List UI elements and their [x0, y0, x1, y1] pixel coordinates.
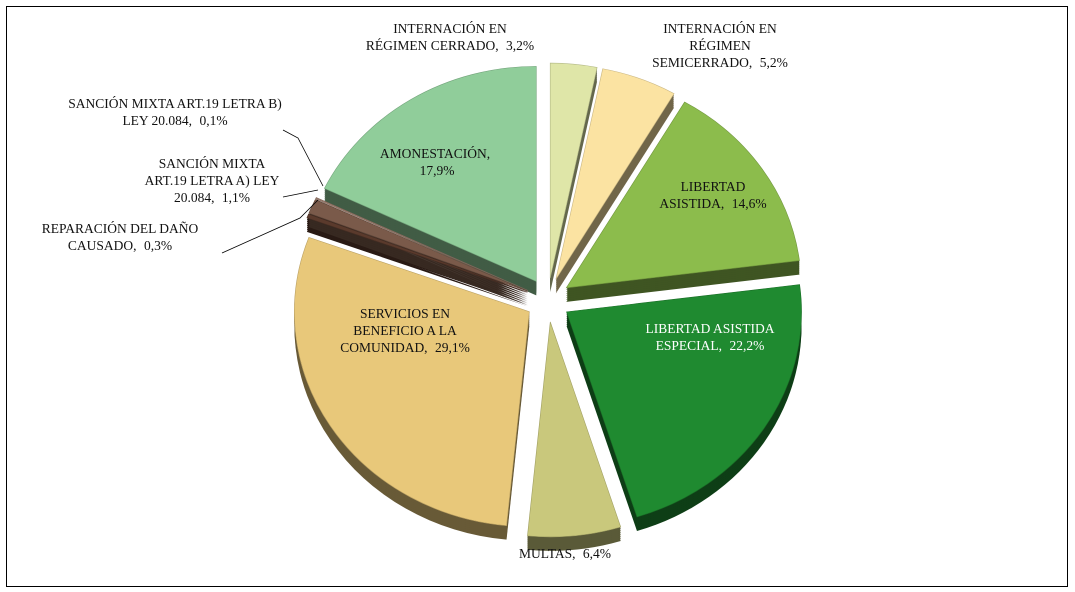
category-label: SANCIÓN MIXTA ART.19 LETRA A) LEY 20.084… [144, 156, 280, 205]
slice [294, 236, 530, 526]
data-label: MULTAS, 6,4% [485, 545, 645, 562]
data-label: INTERNACIÓN EN RÉGIMEN CERRADO, 3,2% [365, 20, 535, 54]
category-label: INTERNACIÓN EN RÉGIMEN SEMICERRADO, [652, 21, 777, 70]
chart-border [6, 6, 1068, 587]
category-label: INTERNACIÓN EN RÉGIMEN CERRADO, [365, 21, 507, 53]
category-label: REPARACIÓN DEL DAÑO CAUSADO, [41, 221, 199, 253]
value-label: 0,3% [143, 238, 173, 253]
category-label: MULTAS, [518, 546, 576, 561]
slice [565, 101, 800, 289]
category-label: LIBERTAD ASISTIDA, [659, 179, 746, 211]
value-label: 29,1% [434, 340, 470, 355]
category-label: LIBERTAD ASISTIDA ESPECIAL, [645, 321, 775, 353]
data-label: LIBERTAD ASISTIDA, 14,6% [648, 178, 778, 212]
value-label: 0,1% [199, 113, 228, 128]
leader-line [221, 199, 319, 254]
slice [323, 66, 537, 282]
slice [549, 62, 598, 279]
slice [527, 321, 622, 538]
slice [315, 197, 529, 291]
data-label: LIBERTAD ASISTIDA ESPECIAL, 22,2% [625, 320, 795, 354]
category-label: SANCIÓN MIXTA ART.19 LETRA B) LEY 20.084… [68, 96, 282, 128]
value-label: 14,6% [731, 196, 767, 211]
data-label: AMONESTACIÓN, 17,9% [360, 145, 510, 179]
slice [566, 284, 802, 518]
data-label: SERVICIOS EN BENEFICIO A LA COMUNIDAD, 2… [330, 305, 480, 356]
data-label: SANCIÓN MIXTA ART.19 LETRA B) LEY 20.084… [60, 95, 290, 129]
category-label: SERVICIOS EN BENEFICIO A LA COMUNIDAD, [340, 306, 457, 355]
category-label: AMONESTACIÓN, [379, 146, 491, 161]
value-label: 22,2% [729, 338, 765, 353]
data-label: REPARACIÓN DEL DAÑO CAUSADO, 0,3% [30, 220, 210, 254]
leader-line [282, 129, 324, 187]
slice [306, 213, 528, 293]
value-label: 5,2% [759, 55, 788, 70]
leader-line [282, 189, 319, 198]
slice [555, 68, 675, 280]
value-label: 1,1% [221, 190, 250, 205]
value-label: 6,4% [582, 546, 612, 561]
data-label: SANCIÓN MIXTA ART.19 LETRA A) LEY 20.084… [137, 155, 287, 206]
value-label: 17,9% [419, 163, 455, 178]
value-label: 3,2% [506, 38, 535, 53]
data-label: INTERNACIÓN EN RÉGIMEN SEMICERRADO, 5,2% [640, 20, 800, 71]
